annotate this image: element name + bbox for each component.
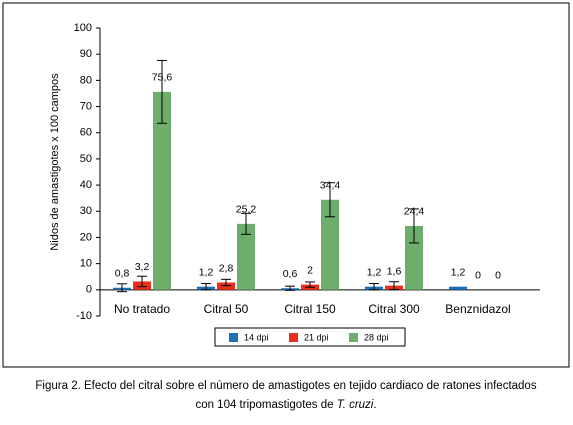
data-label: 25,2 <box>236 204 257 216</box>
caption-line: Figura 2. Efecto del citral sobre el núm… <box>35 380 536 392</box>
data-label: 1,2 <box>199 266 214 278</box>
x-tick-label: Citral 50 <box>204 302 249 316</box>
y-tick-label: 0 <box>86 284 92 296</box>
bar <box>449 286 467 290</box>
data-label: 1,6 <box>387 265 402 277</box>
legend-swatch <box>229 333 238 342</box>
data-label: 24,4 <box>404 206 425 218</box>
y-tick-label: 60 <box>80 127 92 139</box>
x-tick-label: Benznidazol <box>445 302 510 316</box>
data-label: 0 <box>495 270 501 282</box>
legend-box <box>214 327 406 347</box>
y-tick-label: -10 <box>76 310 92 322</box>
caption-text: con 104 tripomastigotes de <box>195 399 336 411</box>
caption-line: con 104 tripomastigotes de T. cruzi. <box>195 399 376 411</box>
y-tick-label: 40 <box>80 179 92 191</box>
x-tick-label: No tratado <box>114 302 170 316</box>
y-tick-label: 30 <box>80 205 92 217</box>
bar <box>321 199 339 290</box>
x-tick-label: Citral 150 <box>284 302 336 316</box>
chart-frame <box>2 2 570 368</box>
y-tick-label: 70 <box>80 100 92 112</box>
y-axis-title: Nidos de amastigotes x 100 campos <box>49 73 61 251</box>
y-tick-label: 80 <box>80 74 92 86</box>
y-tick-label: 10 <box>80 258 92 270</box>
data-label: 3,2 <box>135 261 150 273</box>
y-tick-label: 100 <box>74 22 92 34</box>
legend-swatch <box>289 333 298 342</box>
bar <box>153 91 171 290</box>
bar <box>405 225 423 290</box>
caption-italic: T. cruzi <box>337 399 374 411</box>
data-label: 0 <box>475 270 481 282</box>
data-label: 0,6 <box>283 268 298 280</box>
data-label: 1,2 <box>367 266 382 278</box>
data-label: 2 <box>307 264 313 276</box>
legend-label: 28 dpi <box>364 332 389 342</box>
legend-label: 14 dpi <box>244 332 269 342</box>
data-label: 34,4 <box>320 180 341 192</box>
x-tick-label: Citral 300 <box>368 302 420 316</box>
data-label: 1,2 <box>451 266 466 278</box>
legend-label: 21 dpi <box>304 332 329 342</box>
legend-swatch <box>349 333 358 342</box>
bar <box>217 282 235 290</box>
bar <box>237 223 255 290</box>
y-tick-label: 50 <box>80 153 92 165</box>
y-tick-label: 90 <box>80 48 92 60</box>
caption-text: . <box>373 399 376 411</box>
data-label: 0,8 <box>115 268 130 280</box>
data-label: 2,8 <box>219 262 234 274</box>
data-label: 75,6 <box>152 72 173 84</box>
y-tick-label: 20 <box>80 231 92 243</box>
